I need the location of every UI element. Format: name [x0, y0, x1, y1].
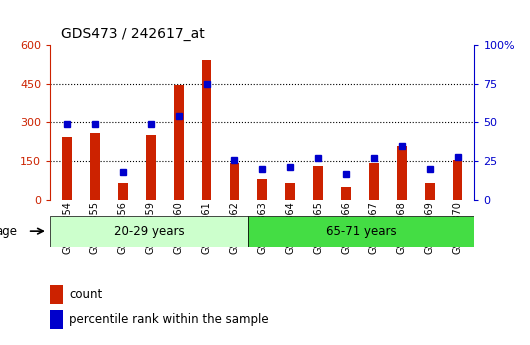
Bar [50, 216, 248, 247]
Text: age: age [0, 225, 17, 238]
Bar [453, 160, 463, 200]
Bar [313, 167, 323, 200]
Text: 20-29 years: 20-29 years [114, 225, 184, 238]
Text: percentile rank within the sample: percentile rank within the sample [69, 313, 269, 326]
Bar [202, 60, 211, 200]
Text: count: count [69, 288, 103, 302]
Bar [90, 133, 100, 200]
Bar [397, 146, 407, 200]
Bar [174, 85, 183, 200]
Bar [369, 162, 379, 200]
Text: GDS473 / 242617_at: GDS473 / 242617_at [61, 27, 205, 41]
Bar [341, 187, 351, 200]
Bar [285, 183, 295, 200]
Bar [258, 179, 267, 200]
Text: 65-71 years: 65-71 years [326, 225, 396, 238]
Bar [248, 216, 474, 247]
Bar [50, 310, 63, 329]
Bar [50, 285, 63, 304]
Bar [118, 183, 128, 200]
Bar [229, 162, 240, 200]
Bar [146, 135, 156, 200]
Bar [425, 183, 435, 200]
Bar [62, 137, 72, 200]
